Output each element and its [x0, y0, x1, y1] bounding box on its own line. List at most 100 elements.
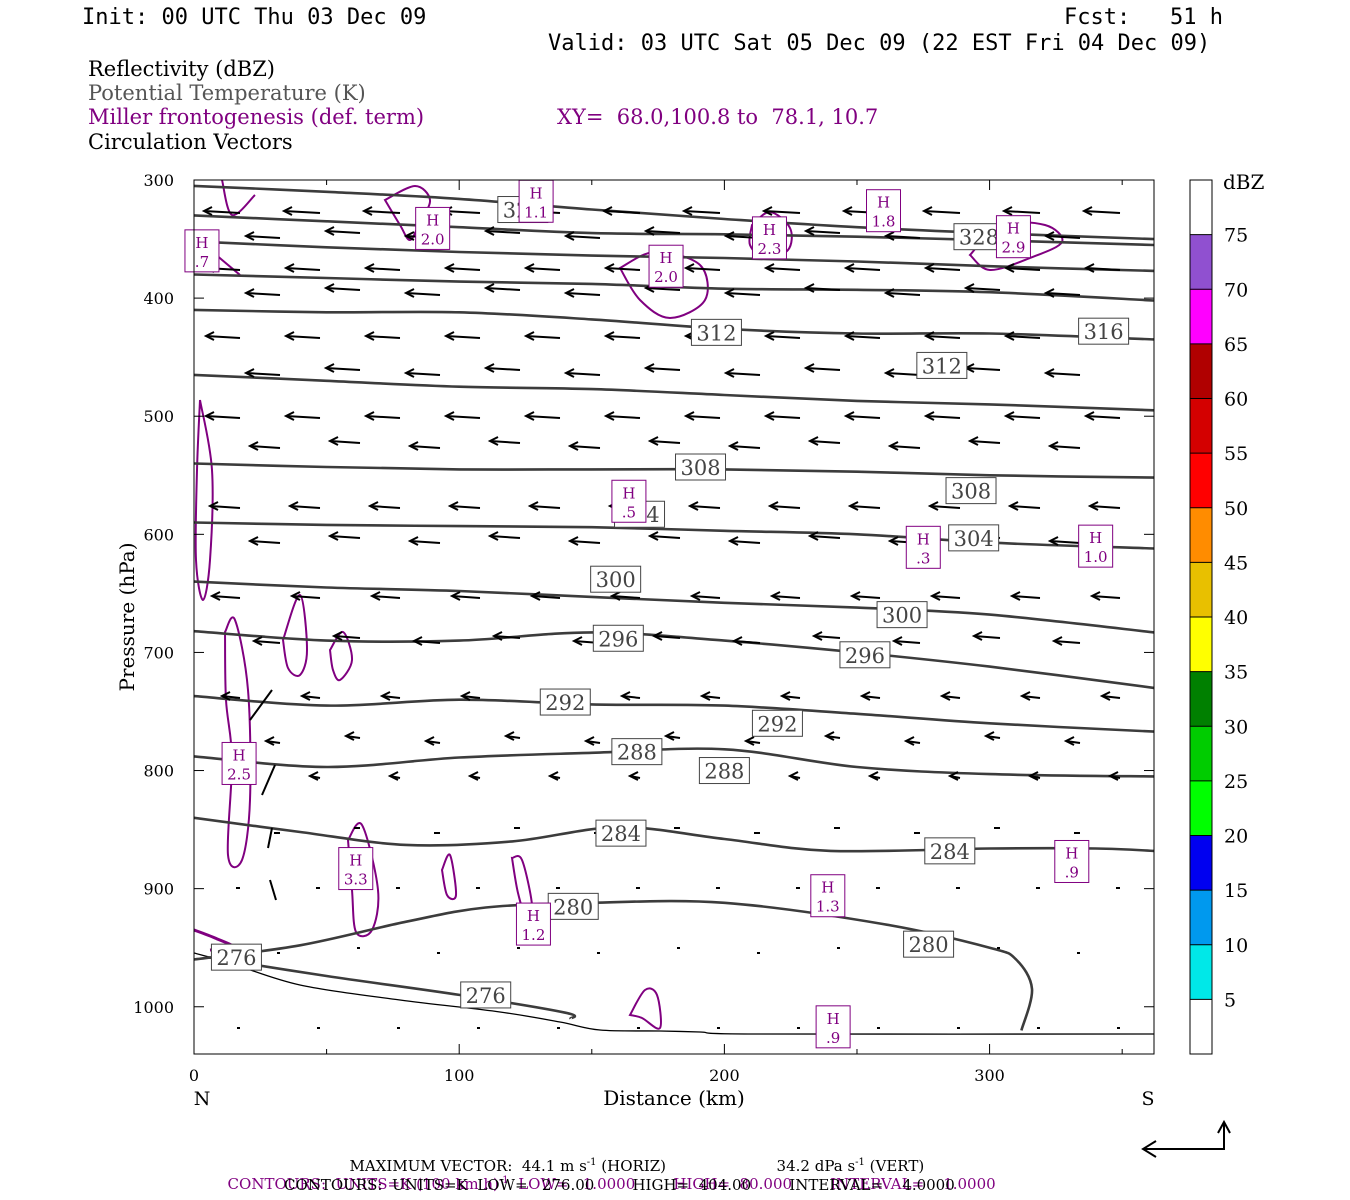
fronto-maximum: H2.9 — [995, 215, 1031, 259]
vector-arrow — [243, 288, 281, 298]
theta-label: 308 — [945, 477, 997, 505]
fronto-maximum: H2.5 — [221, 741, 257, 785]
y-tick-label: 400 — [143, 289, 174, 308]
theta-label-text: 276 — [466, 984, 506, 1008]
theta-label-text: 284 — [601, 822, 641, 846]
fronto-max-label: H — [426, 211, 439, 229]
vector-arrow — [281, 206, 321, 216]
colorbar-label: 40 — [1224, 607, 1248, 629]
colorbar-label: 25 — [1224, 771, 1248, 793]
vector-arrow — [1009, 591, 1041, 601]
vector-arrow — [967, 436, 1001, 446]
theta-contour-304 — [194, 521, 1154, 550]
vector-arrow — [903, 736, 921, 746]
theta-label-text: 288 — [704, 760, 744, 784]
vector-arrow — [403, 288, 441, 298]
theta-contour-276 — [207, 955, 577, 1020]
theta-label: 292 — [539, 688, 591, 716]
fronto-contour — [194, 399, 214, 602]
fronto-max-label: H — [1007, 220, 1020, 238]
fronto-max-value: 2.5 — [227, 765, 251, 783]
vector-arrow — [1019, 691, 1041, 701]
south-end-label: S — [1141, 1088, 1154, 1110]
vector-arrow — [483, 363, 521, 373]
vector-arrow — [529, 591, 561, 601]
vector-arrow — [699, 691, 721, 701]
colorbar-label: 65 — [1224, 334, 1248, 356]
vector-arrow — [963, 283, 1001, 293]
colorbar-label: 10 — [1224, 935, 1248, 957]
vector-arrow — [683, 411, 721, 421]
colorbar-label: 30 — [1224, 716, 1248, 738]
colorbar-swatch — [1190, 780, 1212, 836]
vector-arrow — [763, 411, 801, 421]
vector-arrow — [487, 436, 521, 446]
vector-arrow — [209, 591, 241, 601]
y-axis-label: Pressure (hPa) — [115, 543, 139, 692]
vector-arrow — [327, 436, 361, 446]
theta-label: 304 — [948, 524, 1000, 552]
vector-arrow — [651, 631, 681, 641]
vector-arrow — [369, 591, 401, 601]
vector-arrow — [387, 771, 401, 781]
x-tick-label: 200 — [709, 1066, 740, 1085]
vector-arrow — [523, 411, 561, 421]
fronto-maximum: H3.3 — [338, 847, 374, 891]
fronto-maximum: H.9 — [815, 1005, 851, 1049]
fronto-max-label: H — [233, 746, 246, 764]
y-tick-label: 900 — [143, 880, 174, 899]
vector-arrow — [603, 263, 641, 273]
vector-arrow — [927, 501, 961, 511]
y-tick-label: 500 — [143, 407, 174, 426]
theta-contour-316 — [194, 308, 1154, 341]
y-tick-label: 300 — [143, 171, 174, 190]
vector-arrow — [687, 501, 721, 511]
fronto-maximum: H.3 — [905, 525, 941, 569]
theta-label-text: 292 — [545, 691, 585, 715]
vector-arrow — [443, 411, 481, 421]
vector-arrow — [843, 331, 881, 341]
vector-arrow — [361, 206, 401, 216]
colorbar-label: 75 — [1224, 225, 1248, 247]
colorbar-swatch — [1190, 944, 1212, 1000]
vector-arrow — [1047, 441, 1081, 451]
vector-arrow — [327, 531, 361, 541]
field-miller-frontogenesis: Miller frontogenesis (def. term) — [88, 105, 425, 129]
vector-arrow — [459, 691, 481, 701]
field-circulation-vectors: Circulation Vectors — [88, 130, 293, 154]
init-time: Init: 00 UTC Thu 03 Dec 09 — [82, 5, 427, 30]
vector-arrow — [1081, 206, 1121, 216]
fronto-max-label: H — [1089, 529, 1102, 547]
theta-contour-288 — [194, 747, 1154, 778]
vector-arrow — [343, 731, 361, 741]
y-tick-label: 600 — [143, 525, 174, 544]
fronto-max-value: 1.0 — [1084, 548, 1108, 566]
vector-arrow — [627, 771, 641, 781]
vector-arrow — [847, 501, 881, 511]
colorbar-swatch — [1190, 835, 1212, 891]
vector-arrow — [423, 736, 441, 746]
theta-contour-296 — [194, 629, 1154, 690]
fronto-max-value: 2.0 — [421, 230, 445, 248]
vector-arrow — [567, 441, 601, 451]
vector-arrow — [1043, 368, 1081, 378]
contours-fronto-info: CONTOURS: UNITS=K (100 km h)-1 LOW= 1.00… — [227, 1175, 996, 1193]
vector-arrow — [983, 731, 1001, 741]
x-tick-label: 100 — [444, 1066, 475, 1085]
theta-label: 276 — [460, 981, 512, 1009]
fronto-maximum: H2.0 — [648, 244, 684, 288]
fronto-maximum: H1.2 — [515, 902, 551, 946]
fronto-maximum: H2.3 — [751, 216, 787, 260]
vector-arrow — [207, 501, 241, 511]
fronto-contour — [628, 987, 662, 1030]
vector-arrow — [769, 591, 801, 601]
vector-arrow — [1107, 771, 1121, 781]
theta-label-text: 316 — [1084, 320, 1124, 344]
theta-label-text: 328 — [959, 226, 999, 250]
theta-label: 300 — [590, 565, 642, 593]
vector-arrow — [1047, 536, 1081, 546]
vector-arrow — [363, 263, 401, 273]
theta-label: 312 — [916, 351, 968, 379]
vector-arrow — [1007, 501, 1041, 511]
vector-arrow — [1087, 501, 1121, 511]
